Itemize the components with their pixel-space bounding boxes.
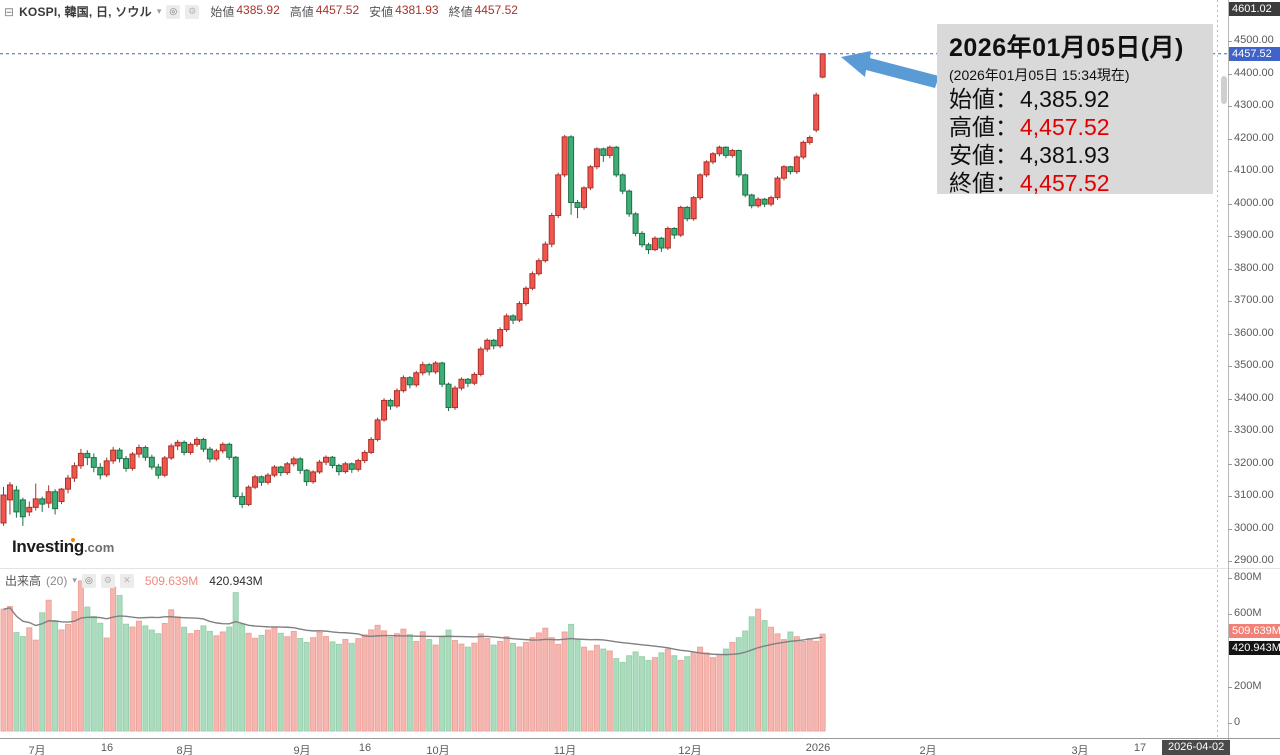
price-tick: 4100.00 (1228, 164, 1274, 176)
volume-indicator-name[interactable]: 出来高 (5, 574, 42, 588)
price-tick: 3100.00 (1228, 489, 1274, 501)
volume-tick: 600M (1228, 607, 1262, 620)
price-tick: 4000.00 (1228, 196, 1274, 209)
annotation-low-row: 安値： 4,381.93 (949, 142, 1110, 168)
price-tick: 4300.00 (1228, 99, 1274, 111)
high-label: 高値 (289, 5, 314, 19)
volume-pane-header: 出来高 (20) ▾ ◎ ⚙ ✕ 509.639M 420.943M (5, 572, 263, 589)
time-tick: 2026 (805, 742, 831, 754)
low-value: 4381.93 (395, 3, 439, 17)
investing-logo: Investing .com (12, 537, 115, 556)
time-tick: 7月 (28, 745, 46, 755)
price-tick: 3000.00 (1228, 521, 1274, 534)
price-tick: 3800.00 (1228, 261, 1274, 274)
price-scale-handle[interactable] (1221, 76, 1227, 104)
price-tick: 3400.00 (1228, 391, 1274, 404)
current-price-badge: 4457.52 (1229, 47, 1280, 61)
instrument-title[interactable]: KOSPI, 韓国, 日, ソウル (19, 5, 152, 19)
annotation-timestamp: (2026年01月05日 15:34現在) (949, 67, 1130, 83)
price-tick: 3600.00 (1228, 326, 1274, 339)
annotation-open-row: 始値： 4,385.92 (949, 86, 1110, 112)
open-label: 始値 (210, 5, 235, 19)
ohlc-readout: 始値 4385.92 高値 4457.52 安値 4381.93 終値 4457.52 (210, 3, 518, 20)
price-tick: 4500.00 (1228, 34, 1274, 46)
volume-ma-value: 420.943M (209, 573, 263, 588)
logo-orange-dot (71, 538, 75, 542)
annotation-close-row: 終値： 4,457.52 (949, 170, 1110, 196)
price-axis-border (1228, 0, 1229, 755)
time-tick: 3月 (1071, 745, 1089, 755)
close-value: 4457.52 (474, 3, 518, 17)
time-tick: 16 (358, 742, 372, 754)
time-tick: 12月 (678, 745, 702, 755)
high-watermark-badge: 4601.02 (1229, 2, 1280, 16)
date-ohlc-annotation: 2026年01月05日(月) (2026年01月05日 15:34現在) 始値：… (937, 24, 1213, 196)
low-label: 安値 (369, 5, 394, 19)
annotation-arrow (841, 51, 939, 88)
price-tick: 4400.00 (1228, 66, 1274, 79)
annotation-date: 2026年01月05日(月) (949, 34, 1184, 62)
collapse-panel-icon[interactable]: ⊟ (4, 4, 15, 19)
time-tick: 2月 (919, 745, 937, 755)
time-axis-border (0, 738, 1280, 739)
high-value: 4457.52 (315, 3, 360, 17)
settings-gear-icon[interactable]: ⚙ (100, 573, 115, 588)
volume-current-value: 509.639M (144, 573, 199, 588)
volume-ma-param: (20) (46, 573, 68, 588)
open-value: 4385.92 (236, 3, 280, 17)
current-volume-badge: 509.639M (1229, 624, 1280, 638)
settings-gear-icon[interactable]: ⚙ (185, 4, 200, 19)
time-tick: 9月 (293, 745, 311, 755)
close-label: 終値 (448, 5, 473, 19)
chevron-down-icon[interactable]: ▾ (72, 575, 77, 585)
pane-separator[interactable] (0, 568, 1280, 569)
price-tick: 3700.00 (1228, 294, 1274, 306)
price-tick: 3300.00 (1228, 424, 1274, 436)
visibility-icon[interactable]: ◎ (166, 4, 181, 19)
crosshair-date-badge: 2026-04-02 (1162, 740, 1231, 755)
price-tick: 2900.00 (1228, 554, 1274, 566)
volume-ma-badge: 420.943M (1229, 641, 1280, 655)
time-tick: 17 (1133, 742, 1147, 754)
price-tick: 3200.00 (1228, 456, 1274, 469)
volume-tick: 0 (1227, 716, 1241, 728)
instrument-header: ⊟ KOSPI, 韓国, 日, ソウル ▾ ◎ ⚙ 始値 4385.92 高値 44… (4, 3, 518, 20)
volume-ma-line (3, 607, 823, 656)
time-tick: 11月 (553, 745, 577, 755)
visibility-icon[interactable]: ◎ (81, 573, 96, 588)
volume-tick: 800M (1228, 571, 1262, 583)
time-tick: 16 (100, 742, 114, 754)
annotation-high-row: 高値： 4,457.52 (949, 114, 1110, 140)
price-tick: 3500.00 (1228, 359, 1274, 371)
time-tick: 8月 (176, 745, 194, 755)
time-tick: 10月 (426, 745, 450, 755)
price-tick: 4200.00 (1228, 131, 1274, 144)
chevron-down-icon[interactable]: ▾ (156, 6, 162, 16)
close-icon[interactable]: ✕ (119, 573, 134, 588)
volume-tick: 200M (1228, 679, 1262, 692)
price-tick: 3900.00 (1228, 229, 1274, 241)
